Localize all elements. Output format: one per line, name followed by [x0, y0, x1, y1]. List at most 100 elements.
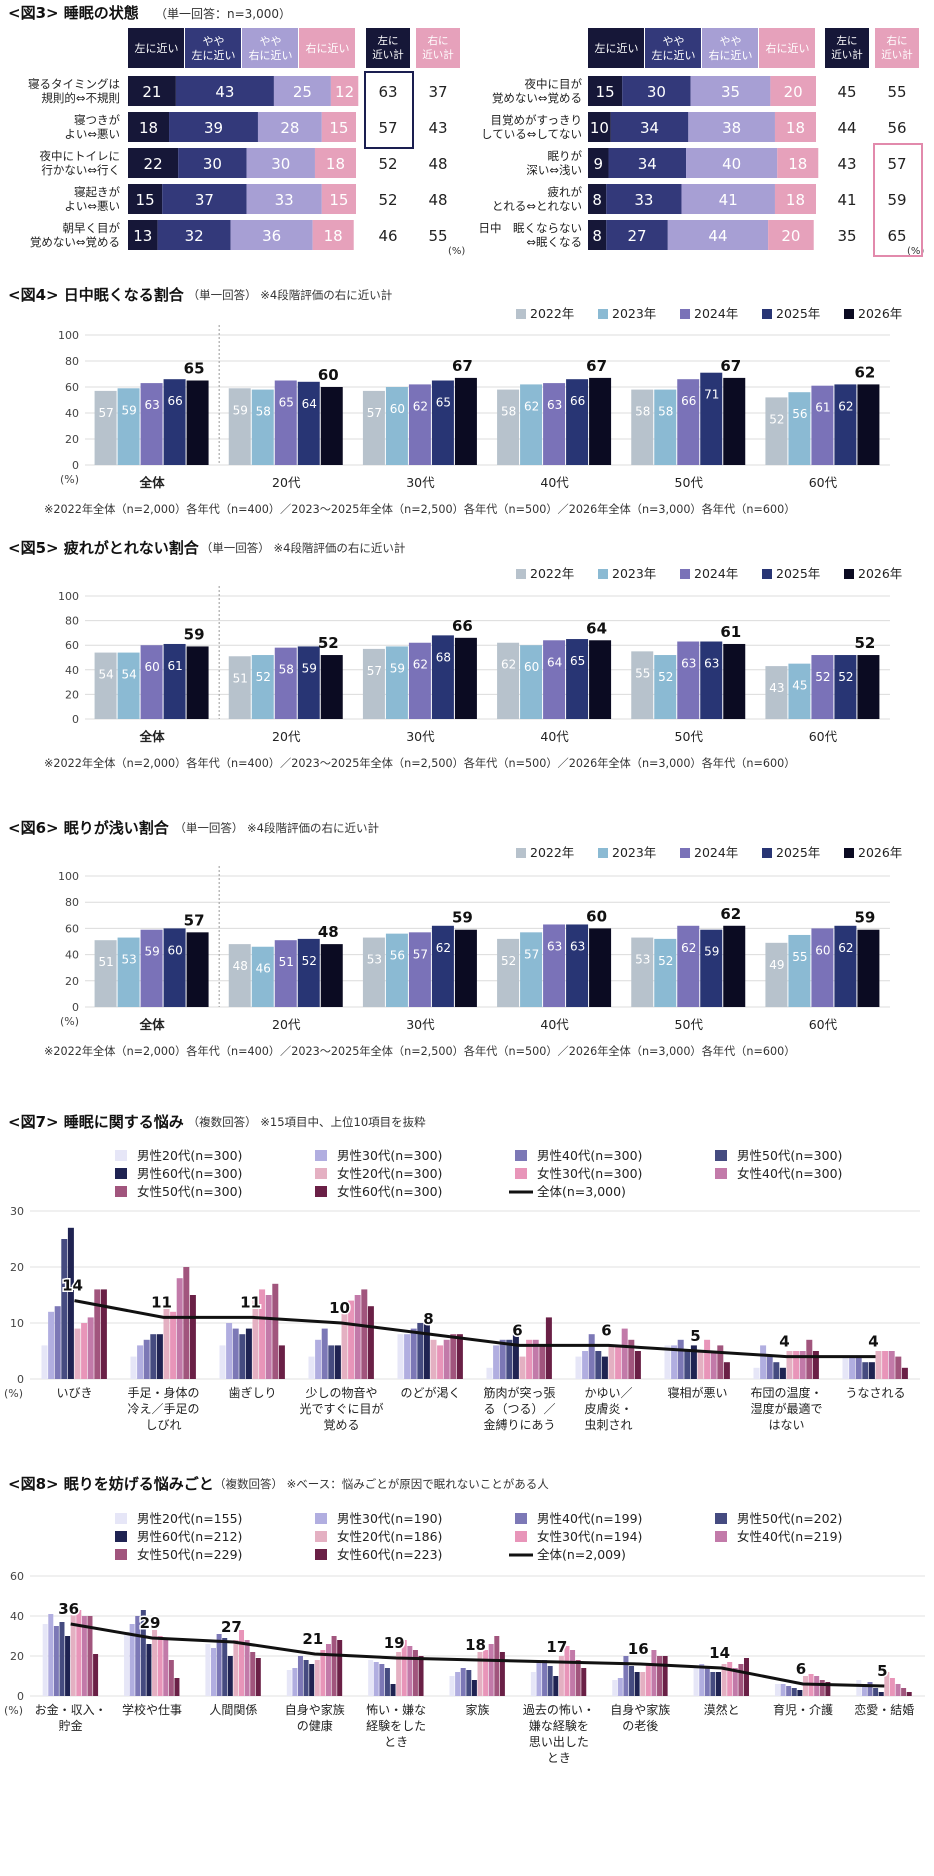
total-value-label: 29 — [140, 1614, 161, 1632]
x-category-label: 60代 — [809, 1017, 838, 1032]
bar — [779, 1367, 786, 1379]
bar — [278, 1345, 285, 1379]
y-tick-label: 0 — [72, 459, 79, 472]
bar — [186, 646, 209, 719]
legend-swatch — [315, 1168, 327, 1179]
x-category-label: 恋愛・結婚 — [854, 1702, 914, 1717]
fig3-segment-value: 30 — [647, 83, 666, 101]
fig3-left-sum: 63 — [378, 83, 397, 101]
bar — [418, 1656, 424, 1696]
bar-value-label: 59 — [144, 945, 159, 959]
bar — [412, 1650, 418, 1696]
bar — [385, 646, 408, 719]
x-category-label: 貯金 — [59, 1718, 83, 1733]
bar — [404, 1334, 411, 1379]
chart-title: <図7> 睡眠に関する悩み — [8, 1113, 184, 1131]
legend-label: 全体(n=3,000) — [537, 1184, 626, 1199]
bar — [320, 1650, 326, 1696]
fig3-header-label: 左に近い — [595, 42, 639, 55]
bar — [888, 1351, 895, 1379]
bar — [895, 1356, 902, 1379]
highlight-value-label: 62 — [720, 905, 741, 923]
x-category-label: 自身や家族 — [610, 1702, 670, 1717]
fig3-bar-segment — [777, 148, 819, 178]
legend-label: 男性30代(n=300) — [337, 1148, 442, 1163]
bar — [715, 1672, 721, 1696]
bar — [566, 639, 589, 719]
x-category-label: 嫌な経験を — [529, 1718, 589, 1733]
bar — [774, 1684, 780, 1696]
legend-label: 女性60代(n=223) — [337, 1547, 442, 1562]
bar-value-label: 68 — [436, 650, 451, 664]
y-tick-label: 40 — [65, 664, 79, 677]
bar — [205, 1644, 211, 1696]
bar — [379, 1664, 385, 1696]
bar — [384, 1668, 390, 1696]
bar — [163, 1306, 170, 1379]
fig3-bar-segment — [588, 112, 611, 142]
bar — [738, 1664, 744, 1696]
bar — [130, 1356, 137, 1379]
bar — [94, 1289, 101, 1379]
legend-label: 女性40代(n=219) — [737, 1529, 842, 1544]
bar-value-label: 52 — [501, 954, 516, 968]
x-category-label: の老後 — [622, 1719, 658, 1733]
bar — [176, 1278, 183, 1379]
bar — [895, 1684, 901, 1696]
bar — [657, 1656, 663, 1696]
y-tick-label: 0 — [17, 1690, 24, 1703]
fig3-right-sum: 59 — [887, 191, 906, 209]
x-category-label: 全体 — [139, 1017, 166, 1032]
bar — [450, 1334, 457, 1379]
bar — [873, 1688, 879, 1696]
bar — [239, 1334, 246, 1379]
bar — [575, 1356, 582, 1379]
fig7-sleep-worries-chart: <図7> 睡眠に関する悩み （複数回答） ※15項目中、上位10項目を抜粋男性20… — [4, 1113, 920, 1432]
fig3-row-label: 覚めない⇔覚める — [30, 235, 120, 249]
fig3-title: <図3> 睡眠の状態 — [8, 4, 139, 22]
fig3-left-sum: 52 — [378, 155, 397, 173]
bar — [889, 1678, 895, 1696]
bar — [834, 925, 857, 1007]
bar — [793, 1351, 800, 1379]
bar-value-label: 57 — [367, 406, 382, 420]
y-tick-label: 60 — [65, 922, 79, 935]
bar — [520, 645, 543, 719]
bar-value-label: 62 — [413, 399, 428, 413]
bar — [558, 1656, 564, 1696]
fig3-bar-segment — [230, 220, 313, 250]
bar-value-label: 63 — [570, 939, 585, 953]
bar — [454, 929, 477, 1007]
bar — [117, 388, 140, 465]
bar — [140, 1610, 146, 1696]
bar — [390, 1684, 396, 1696]
x-category-label: 寝相が悪い — [667, 1385, 727, 1400]
bar — [710, 1351, 717, 1379]
bar — [417, 1323, 424, 1379]
bar-value-label: 59 — [121, 403, 136, 417]
bar — [677, 641, 700, 719]
fig3-sum-header-label: 近い計 — [422, 48, 454, 61]
legend-label: 2024年 — [694, 566, 738, 581]
y-tick-label: 60 — [65, 639, 79, 652]
bar — [251, 655, 274, 719]
x-category-label: 50代 — [675, 1017, 704, 1032]
fig3-stacked-bar-figure: <図3> 睡眠の状態 （単一回答：n=3,000）左に近いやや左に近いやや右に近い… — [8, 4, 924, 257]
legend-label: 女性20代(n=300) — [337, 1166, 442, 1181]
bar — [228, 656, 251, 719]
x-category-label: 全体 — [139, 475, 166, 490]
legend-swatch — [680, 309, 690, 319]
bar — [163, 643, 186, 719]
bar — [788, 392, 811, 465]
bar — [244, 1640, 250, 1696]
legend-swatch — [515, 1513, 527, 1524]
bar — [320, 387, 343, 465]
bar — [497, 389, 520, 465]
fig3-bar-segment — [321, 112, 356, 142]
fig3-segment-value: 30 — [203, 155, 222, 173]
fig3-bar-segment — [610, 112, 689, 142]
bar-value-label: 57 — [98, 406, 113, 420]
bar-value-label: 58 — [256, 405, 271, 419]
legend-label: 2023年 — [612, 566, 656, 581]
fig3-bar-segment — [588, 184, 607, 214]
